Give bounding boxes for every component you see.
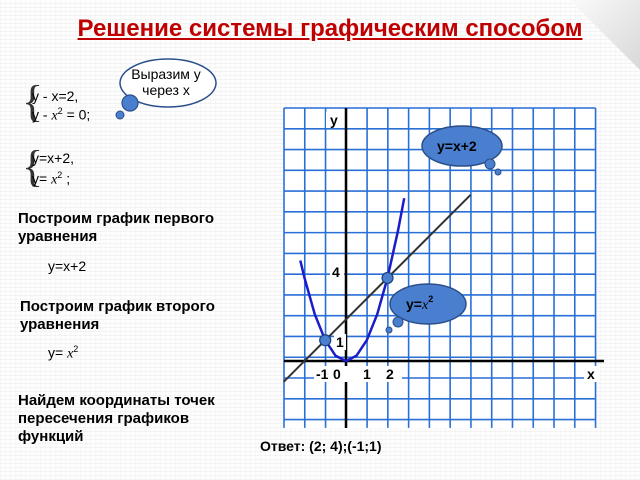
curves [282, 194, 472, 383]
tick-label-1-x: 1 [363, 366, 371, 382]
cloud-note: Выразим у через х [131, 66, 201, 98]
intersection-point [319, 334, 332, 347]
step1-text: Построим график первого уравнения [18, 210, 214, 245]
graph-labels: у 4 1 -1 0 1 2 х [314, 112, 600, 382]
tick-label-0: 0 [333, 366, 341, 382]
tick-label-1-y: 1 [336, 334, 344, 350]
tick-1y-bg [334, 334, 346, 350]
tick-label-2: 2 [386, 366, 394, 382]
system2-line1: у=х+2, [32, 150, 75, 166]
line-bubble-shape [421, 125, 503, 167]
intersection-point [381, 271, 394, 285]
tick-label-4: 4 [332, 264, 340, 280]
step2-eq-x: x [67, 346, 74, 362]
system1-line2: у - x2 = 0; [32, 106, 90, 125]
parabola-bubble-text: у=x2 [406, 294, 433, 313]
step2-eq-a: у= [48, 344, 64, 361]
parabola-bubble-tail-2 [385, 326, 393, 334]
x-label-bg [584, 366, 600, 382]
parabola-label-bubble: у=x2 [385, 283, 467, 334]
x-ticks-bg [314, 366, 402, 382]
y-label-bg [326, 112, 344, 128]
step2-equation: у= x2 [48, 344, 78, 363]
series-line-y-eq-x-plus-2 [282, 194, 472, 383]
line-label-bubble: у=х+2 [421, 125, 503, 176]
step1-equation: у=х+2 [48, 258, 87, 274]
tick-4-bg [330, 264, 344, 280]
system2-exp: 2 [57, 170, 63, 180]
thought-cloud [115, 58, 217, 120]
system2-x: x [51, 172, 58, 188]
y-axis-label: у [330, 112, 338, 128]
x-axis-label: х [587, 366, 595, 382]
parabola-bubble-tail-1 [392, 316, 404, 328]
system1-line2-a: у - [32, 106, 48, 123]
step3-text: Найдем координаты точек пересечения граф… [18, 392, 215, 445]
system1-exp: 2 [57, 106, 63, 116]
page-title: Решение системы графическим способом [77, 15, 583, 42]
line-bubble-tail-1 [484, 158, 496, 170]
system2-brace: { [22, 142, 44, 191]
system1-line2-b: = 0; [66, 106, 91, 123]
step2-text: Построим график второго уравнения [20, 298, 215, 333]
tick-label-m1: -1 [316, 366, 329, 382]
answer-text: Ответ: (2; 4);(-1;1) [260, 438, 382, 454]
system1-brace: { [22, 77, 44, 126]
system2-line2: у= x2 ; [32, 170, 70, 189]
line-bubble-tail-2 [494, 168, 502, 176]
system2-line2-b: ; [66, 170, 71, 187]
parabola-bubble-shape [389, 283, 467, 325]
step2-eq-exp: 2 [73, 344, 79, 354]
system2-line2-a: у= [32, 170, 48, 187]
system1-x: x [51, 108, 58, 124]
system1-line1: у - х=2, [32, 88, 79, 104]
line-bubble-text: у=х+2 [437, 138, 477, 154]
series-parabola-y-eq-x-squared [299, 197, 406, 363]
